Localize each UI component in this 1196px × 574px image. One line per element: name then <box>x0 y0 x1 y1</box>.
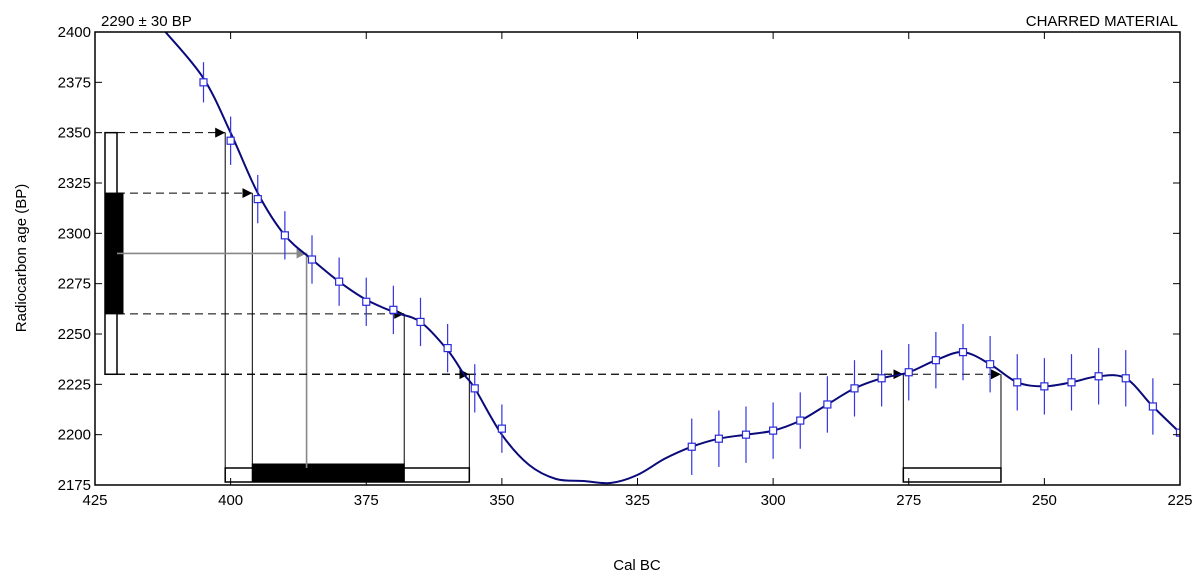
data-point <box>1175 428 1180 437</box>
x-tick-label: 250 <box>1032 492 1057 509</box>
data-point <box>362 297 371 306</box>
data-point <box>226 136 235 145</box>
data-point <box>823 400 832 409</box>
title-right: CHARRED MATERIAL <box>1026 13 1178 30</box>
data-point <box>1040 382 1049 391</box>
data-point <box>931 356 940 365</box>
data-point <box>253 195 262 204</box>
data-point <box>769 426 778 435</box>
sigma2-cal-range <box>902 467 1002 483</box>
y-tick-label: 2375 <box>58 74 91 91</box>
data-point <box>904 368 913 377</box>
data-point <box>280 231 289 240</box>
y-tick-label: 2200 <box>58 427 91 444</box>
data-point <box>796 416 805 425</box>
axes: 425 400 375 350 325 300 275 250 225 2175 2200 2225 2… <box>58 24 1193 509</box>
y-tick-label: 2300 <box>58 225 91 242</box>
data-point <box>1121 374 1130 383</box>
y-tick-label: 2250 <box>58 326 91 343</box>
data-point <box>741 430 751 439</box>
y-tick-label: 2400 <box>58 24 91 41</box>
x-tick-label: 300 <box>761 492 786 509</box>
data-point <box>389 305 398 314</box>
x-tick-label: 425 <box>82 492 107 509</box>
data-point <box>497 424 506 433</box>
data-point <box>877 374 886 383</box>
y-tick-label: 2350 <box>58 125 91 142</box>
title-left: 2290 ± 30 BP <box>101 13 192 30</box>
x-tick-label: 400 <box>218 492 243 509</box>
y-tick-label: 2175 <box>58 477 91 494</box>
data-point <box>958 348 968 357</box>
probability-ranges <box>104 131 1002 483</box>
calibration-curve <box>164 32 1180 485</box>
y-tick-label: 2275 <box>58 276 91 293</box>
data-point <box>1148 402 1157 411</box>
x-tick-label: 225 <box>1167 492 1192 509</box>
y-tick-label: 2225 <box>58 376 91 393</box>
data-point <box>714 434 723 443</box>
data-point <box>1013 378 1022 387</box>
data-point <box>850 384 859 393</box>
x-tick-label: 350 <box>489 492 514 509</box>
data-point <box>307 255 317 264</box>
calibration-curve-layer <box>164 32 1180 485</box>
y-tick-label: 2325 <box>58 175 91 192</box>
plot-frame <box>94 31 1181 486</box>
data-point <box>986 360 995 369</box>
data-point <box>687 442 696 451</box>
data-point <box>1094 372 1103 381</box>
x-tick-label: 275 <box>896 492 921 509</box>
data-point <box>1067 378 1076 387</box>
data-point <box>335 277 344 286</box>
data-point <box>470 384 479 393</box>
data-point <box>416 317 425 327</box>
y-axis-title: Radiocarbon age (BP) <box>13 184 30 332</box>
intercept-lines <box>117 127 1002 482</box>
x-axis-title: Cal BC <box>613 557 661 574</box>
x-tick-label: 375 <box>354 492 379 509</box>
sigma1-cal-range <box>251 463 405 483</box>
data-point <box>443 343 452 353</box>
measurement-points <box>199 62 1180 475</box>
data-point <box>199 78 208 87</box>
x-tick-label: 325 <box>625 492 650 509</box>
